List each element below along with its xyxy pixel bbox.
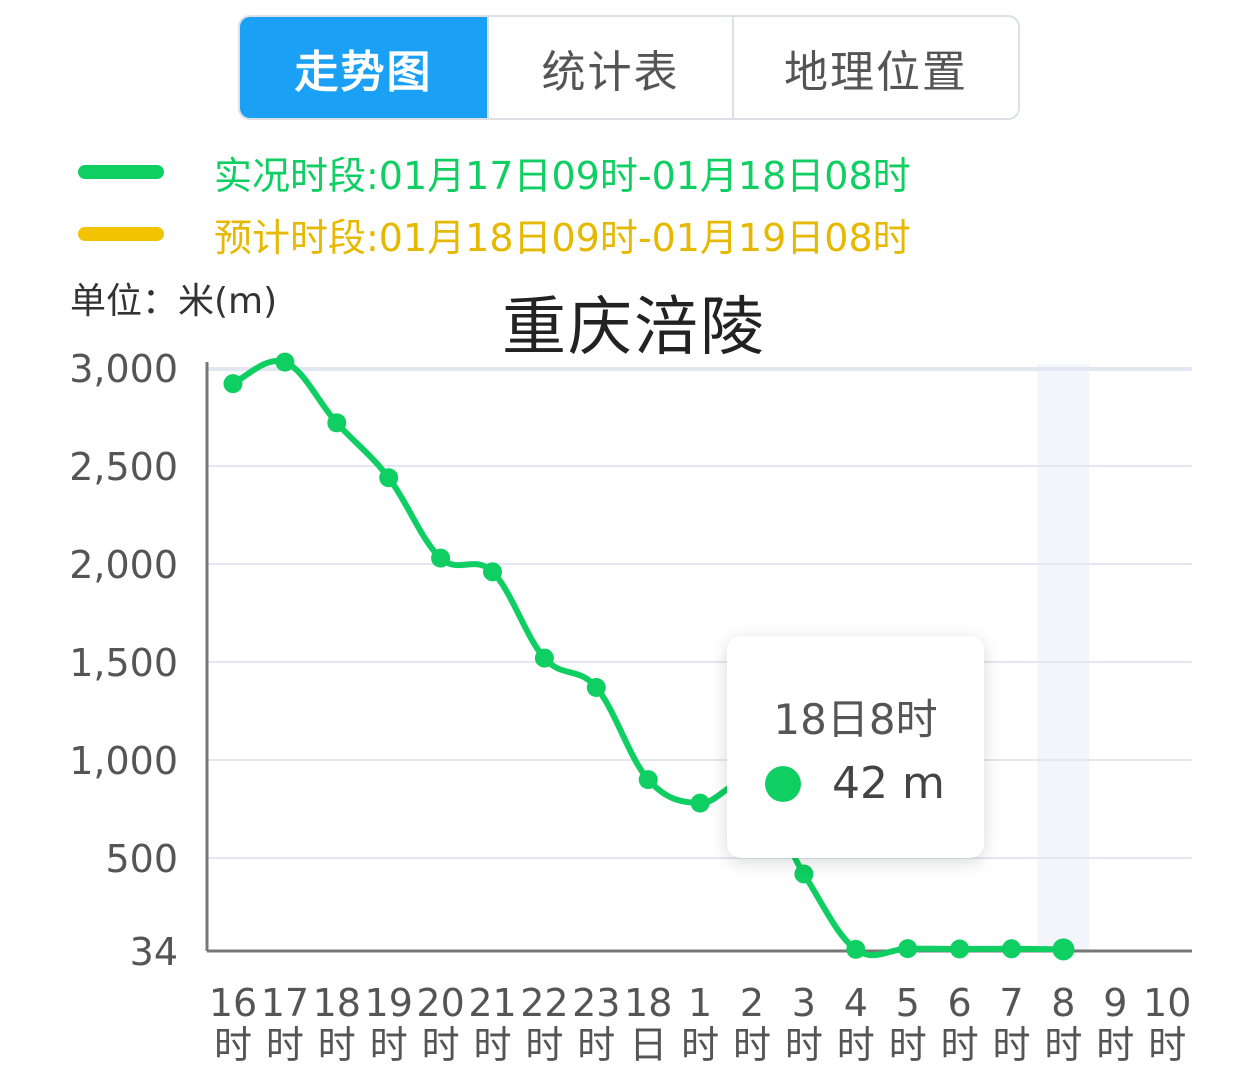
legend-observed-label: 实况时段:01月17日09时-01月18日08时 xyxy=(214,153,911,198)
x-tick-label-unit: 时 xyxy=(422,1023,460,1067)
chart-tooltip: 18日8时 42 m xyxy=(727,636,984,858)
x-tick-label: 3 xyxy=(792,981,816,1025)
x-tick-label: 17 xyxy=(261,981,309,1025)
y-tick-label: 2,000 xyxy=(69,543,178,587)
x-tick-label-unit: 时 xyxy=(681,1023,719,1067)
data-point xyxy=(431,548,451,568)
tooltip-series-dot xyxy=(765,766,801,802)
data-point xyxy=(846,939,866,959)
x-tick-label-unit: 时 xyxy=(473,1023,511,1067)
x-tick-label: 8 xyxy=(1051,981,1075,1025)
x-tick-label: 19 xyxy=(365,981,413,1025)
x-tick-label: 7 xyxy=(999,981,1023,1025)
legend-forecast: 预计时段:01月18日09时-01月19日08时 xyxy=(78,210,911,260)
x-tick-label-unit: 时 xyxy=(992,1023,1030,1067)
highlight-band xyxy=(1037,364,1090,951)
x-tick-label-unit: 时 xyxy=(214,1023,252,1067)
legend-forecast-swatch xyxy=(78,227,164,241)
tab-statistics-table[interactable]: 统计表 xyxy=(487,17,732,118)
data-point xyxy=(534,648,554,668)
x-tick-label: 16 xyxy=(209,981,257,1025)
x-tick-label-unit: 时 xyxy=(837,1023,875,1067)
tab-bar: 走势图 统计表 地理位置 xyxy=(238,15,1020,120)
data-point xyxy=(483,562,502,582)
tooltip-title: 18日8时 xyxy=(773,695,938,744)
y-tick-label: 1,500 xyxy=(69,641,178,685)
legend-observed-swatch xyxy=(78,165,164,179)
data-point xyxy=(1052,938,1075,961)
unit-label: 单位：米(m) xyxy=(70,281,278,322)
y-tick-label: 34 xyxy=(130,930,178,974)
x-tick-label: 4 xyxy=(844,981,868,1025)
x-tick-label: 23 xyxy=(572,981,620,1025)
x-tick-label: 22 xyxy=(520,981,568,1025)
legend-observed: 实况时段:01月17日09时-01月18日08时 xyxy=(78,148,911,198)
tooltip-value: 42 m xyxy=(832,758,945,809)
x-tick-label: 20 xyxy=(416,981,464,1025)
x-tick-label-unit: 时 xyxy=(941,1023,979,1067)
x-tick-label: 18 xyxy=(624,981,672,1025)
y-tick-label: 2,500 xyxy=(69,445,178,489)
x-tick-label: 1 xyxy=(688,981,712,1025)
x-tick-label-unit: 时 xyxy=(889,1023,927,1067)
x-tick-label-unit: 时 xyxy=(266,1023,304,1067)
legend-forecast-label: 预计时段:01月18日09时-01月19日08时 xyxy=(214,215,911,260)
data-point xyxy=(327,413,347,433)
x-tick-label-unit: 时 xyxy=(370,1023,408,1067)
x-tick-label-unit: 日 xyxy=(629,1023,667,1067)
data-point xyxy=(638,770,658,790)
x-tick-label: 6 xyxy=(948,981,972,1025)
data-point xyxy=(379,468,399,488)
data-point xyxy=(898,939,918,959)
x-tick-label-unit: 时 xyxy=(318,1023,356,1067)
y-tick-label: 500 xyxy=(105,837,178,881)
data-point xyxy=(950,939,970,959)
y-tick-label: 3,000 xyxy=(69,347,178,391)
x-tick-label: 5 xyxy=(896,981,920,1025)
data-point xyxy=(794,864,814,884)
y-tick-label: 1,000 xyxy=(69,739,178,783)
x-tick-label: 9 xyxy=(1103,981,1127,1025)
x-tick-label-unit: 时 xyxy=(1044,1023,1082,1067)
x-tick-label-unit: 时 xyxy=(525,1023,563,1067)
data-point xyxy=(586,677,606,697)
data-point xyxy=(1002,939,1021,959)
x-tick-label: 10 xyxy=(1143,981,1191,1025)
tab-trend-chart[interactable]: 走势图 xyxy=(240,17,487,118)
x-tick-label-unit: 时 xyxy=(1096,1023,1134,1067)
x-tick-label-unit: 时 xyxy=(733,1023,771,1067)
x-tick-label-unit: 时 xyxy=(1148,1023,1186,1067)
x-tick-label-unit: 时 xyxy=(577,1023,615,1067)
data-point xyxy=(223,374,243,394)
x-tick-label: 2 xyxy=(740,981,764,1025)
x-tick-label: 18 xyxy=(313,981,361,1025)
x-tick-label-unit: 时 xyxy=(785,1023,823,1067)
tab-geo-location[interactable]: 地理位置 xyxy=(732,17,1018,118)
data-point xyxy=(690,793,710,813)
data-point xyxy=(275,352,295,372)
chart-title: 重庆涪陵 xyxy=(502,291,766,365)
x-tick-label: 21 xyxy=(468,981,516,1025)
